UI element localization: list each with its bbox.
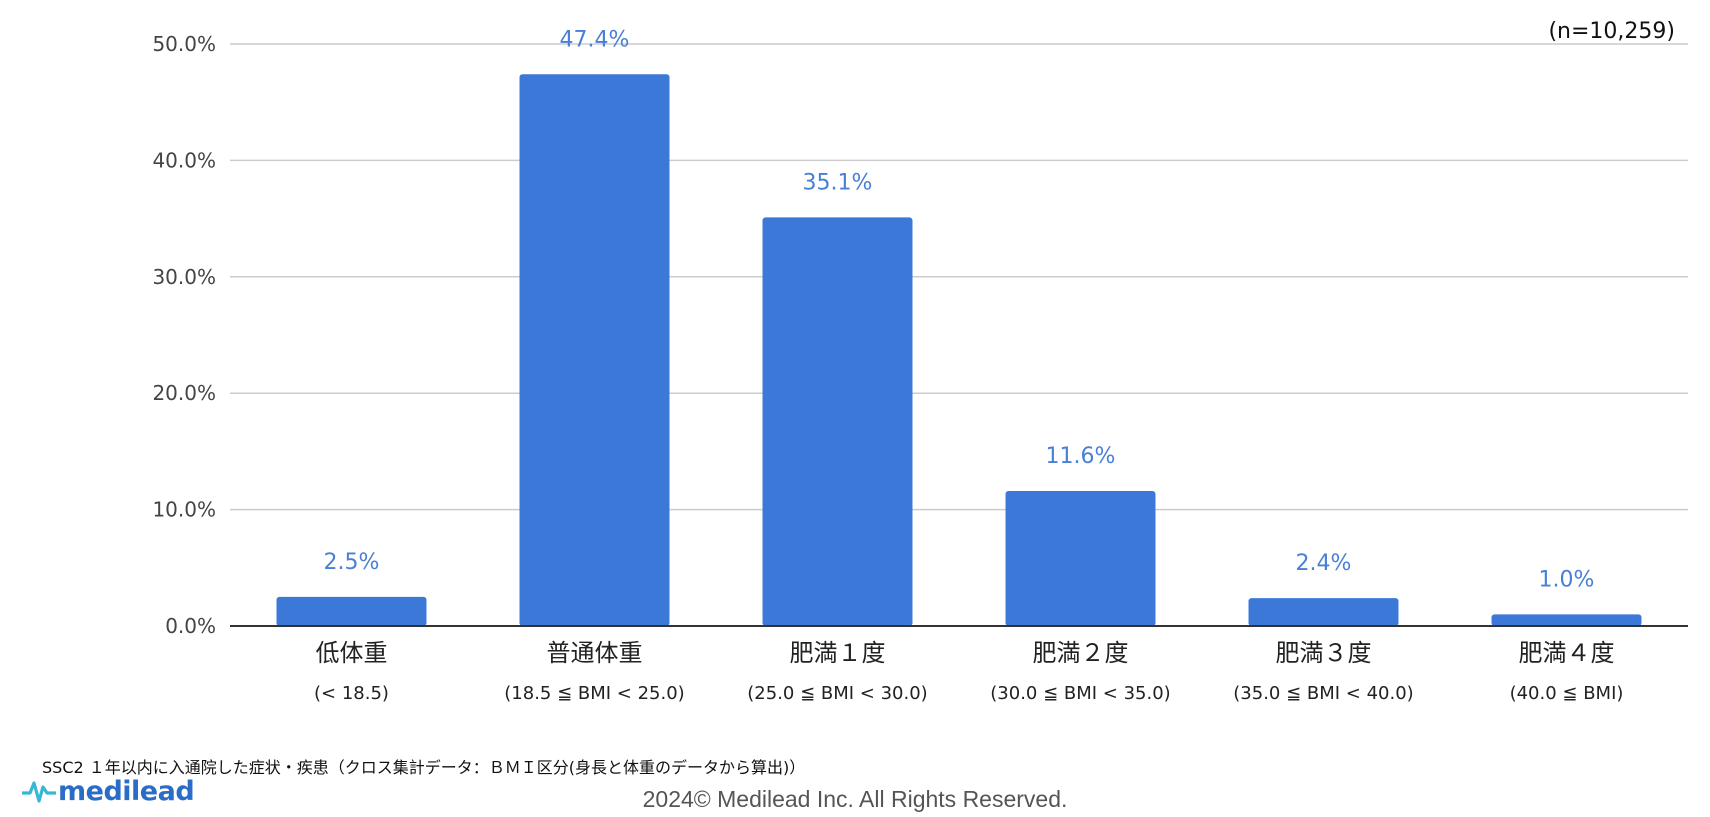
bars <box>276 74 1642 627</box>
logo-text: medilead <box>58 775 195 807</box>
data-label: 47.4% <box>560 27 630 52</box>
sample-size-label: (n=10,259) <box>1548 19 1675 44</box>
data-label: 2.4% <box>1296 551 1352 576</box>
data-labels: 2.5% 47.4% 35.1% 11.6% 2.4% 1.0% <box>324 27 1595 592</box>
y-axis-tick-labels: 0.0% 10.0% 20.0% 30.0% 40.0% 50.0% <box>152 32 216 638</box>
pulse-icon <box>22 781 56 803</box>
medilead-logo: medilead <box>22 775 195 807</box>
y-tick-label: 10.0% <box>152 498 216 522</box>
data-label: 11.6% <box>1046 444 1116 469</box>
category-sublabel: (< 18.5) <box>314 683 389 704</box>
source-note: SSC2 １年以内に入通院した症状・疾患（クロス集計データ：ＢＭＩ区分(身長と体… <box>42 758 806 777</box>
category-label: 普通体重 <box>547 639 643 667</box>
category-label: 低体重 <box>316 639 388 667</box>
category-label: 肥満１度 <box>790 639 886 667</box>
category-sublabel: (25.0 ≦ BMI < 30.0) <box>747 683 927 704</box>
bar <box>276 596 427 626</box>
category-label: 肥満２度 <box>1033 639 1129 667</box>
bar <box>762 217 913 626</box>
y-tick-label: 50.0% <box>152 32 216 56</box>
bar <box>519 74 670 627</box>
y-tick-label: 30.0% <box>152 265 216 289</box>
grid-lines <box>230 43 1688 511</box>
category-sublabel: (30.0 ≦ BMI < 35.0) <box>990 683 1170 704</box>
data-label: 2.5% <box>324 550 380 575</box>
bar <box>1248 598 1399 626</box>
bar <box>1005 490 1156 626</box>
data-label: 35.1% <box>803 170 873 195</box>
data-label: 1.0% <box>1539 567 1595 592</box>
bar <box>1491 614 1642 626</box>
category-sublabel: (40.0 ≦ BMI) <box>1510 683 1624 704</box>
y-tick-label: 40.0% <box>152 148 216 172</box>
y-tick-label: 20.0% <box>152 381 216 405</box>
category-labels: 低体重 (< 18.5) 普通体重 (18.5 ≦ BMI < 25.0) 肥満１度 (2… <box>314 639 1623 704</box>
category-label: 肥満３度 <box>1276 639 1372 667</box>
y-tick-label: 0.0% <box>165 614 216 638</box>
copyright-text: 2024© Medilead Inc. All Rights Reserved. <box>642 786 1068 812</box>
category-label: 肥満４度 <box>1519 639 1615 667</box>
category-sublabel: (35.0 ≦ BMI < 40.0) <box>1233 683 1413 704</box>
category-sublabel: (18.5 ≦ BMI < 25.0) <box>504 683 684 704</box>
